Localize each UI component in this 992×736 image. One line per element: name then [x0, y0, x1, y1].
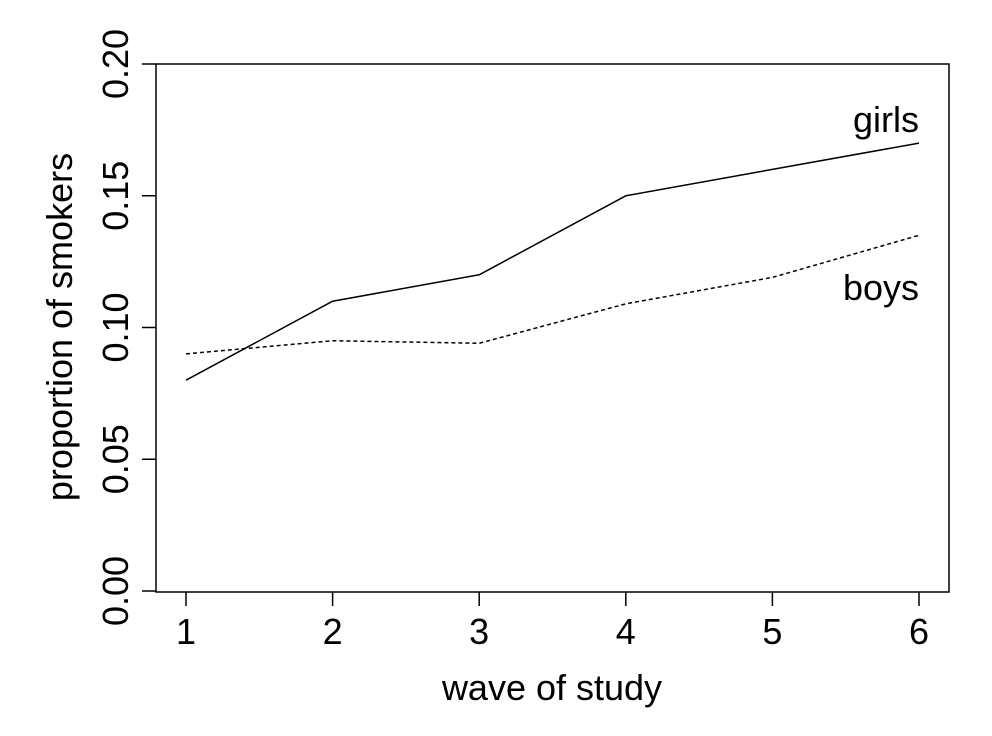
x-tick-label-1: 1: [176, 611, 196, 652]
y-tick-label-0.05: 0.05: [95, 424, 136, 494]
x-tick-label-6: 6: [909, 611, 929, 652]
x-axis: 1 2 3 4 5 6: [176, 592, 929, 652]
x-tick-label-3: 3: [469, 611, 489, 652]
y-axis-title: proportion of smokers: [39, 153, 80, 501]
plot-frame: [155, 63, 950, 593]
x-tick-label-2: 2: [323, 611, 343, 652]
x-axis-title: wave of study: [441, 667, 662, 708]
y-axis: 0.00 0.05 0.10 0.15 0.20: [95, 29, 156, 626]
series-layer: [185, 142, 920, 381]
series-label-boys: boys: [843, 267, 919, 308]
y-tick-label-0.15: 0.15: [95, 161, 136, 231]
y-tick-label-0.00: 0.00: [95, 556, 136, 626]
x-tick-label-5: 5: [762, 611, 782, 652]
x-tick-label-4: 4: [616, 611, 636, 652]
series-line-girls: [185, 142, 920, 381]
y-tick-label-0.20: 0.20: [95, 29, 136, 99]
series-label-girls: girls: [853, 99, 919, 140]
y-tick-label-0.10: 0.10: [95, 292, 136, 362]
series-line-boys: [185, 234, 920, 355]
